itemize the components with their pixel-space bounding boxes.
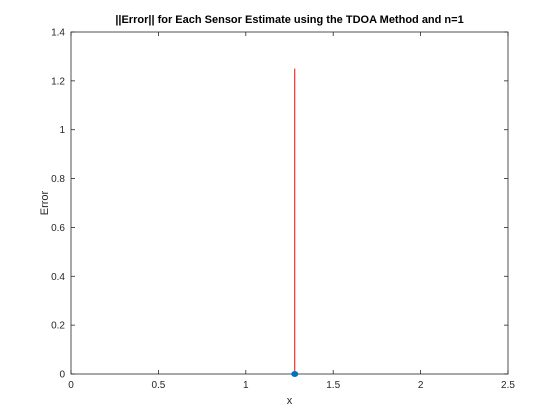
x-tick-label: 0: [68, 380, 74, 391]
y-tick-label: 0: [59, 370, 65, 381]
y-tick-label: 0.4: [51, 272, 65, 283]
x-axis-label: x: [287, 395, 293, 407]
x-tick-label: 1: [243, 380, 249, 391]
y-tick-label: 0.8: [51, 174, 65, 185]
y-tick-label: 1.2: [51, 76, 65, 87]
y-axis-label: Error: [39, 190, 51, 215]
y-tick-label: 1.4: [51, 28, 65, 39]
y-tick-label: 1: [59, 125, 65, 136]
y-axis-ticks: 0 0.2 0.4 0.6 0.8 1 1.2 1.4: [51, 28, 508, 381]
plot-area: [70, 31, 509, 375]
y-tick-label: 0.6: [51, 223, 65, 234]
x-tick-label: 2.5: [501, 380, 515, 391]
x-tick-label: 2: [418, 380, 424, 391]
y-tick-label: 0.2: [51, 321, 65, 332]
sensor-estimate-point: [291, 371, 299, 377]
x-tick-label: 0.5: [151, 380, 165, 391]
x-tick-label: 1.5: [326, 380, 340, 391]
x-axis-ticks: 0 0.5 1 1.5 2 2.5: [68, 32, 515, 391]
data-series: [291, 68, 299, 377]
chart-title: ||Error|| for Each Sensor Estimate using…: [115, 14, 463, 26]
